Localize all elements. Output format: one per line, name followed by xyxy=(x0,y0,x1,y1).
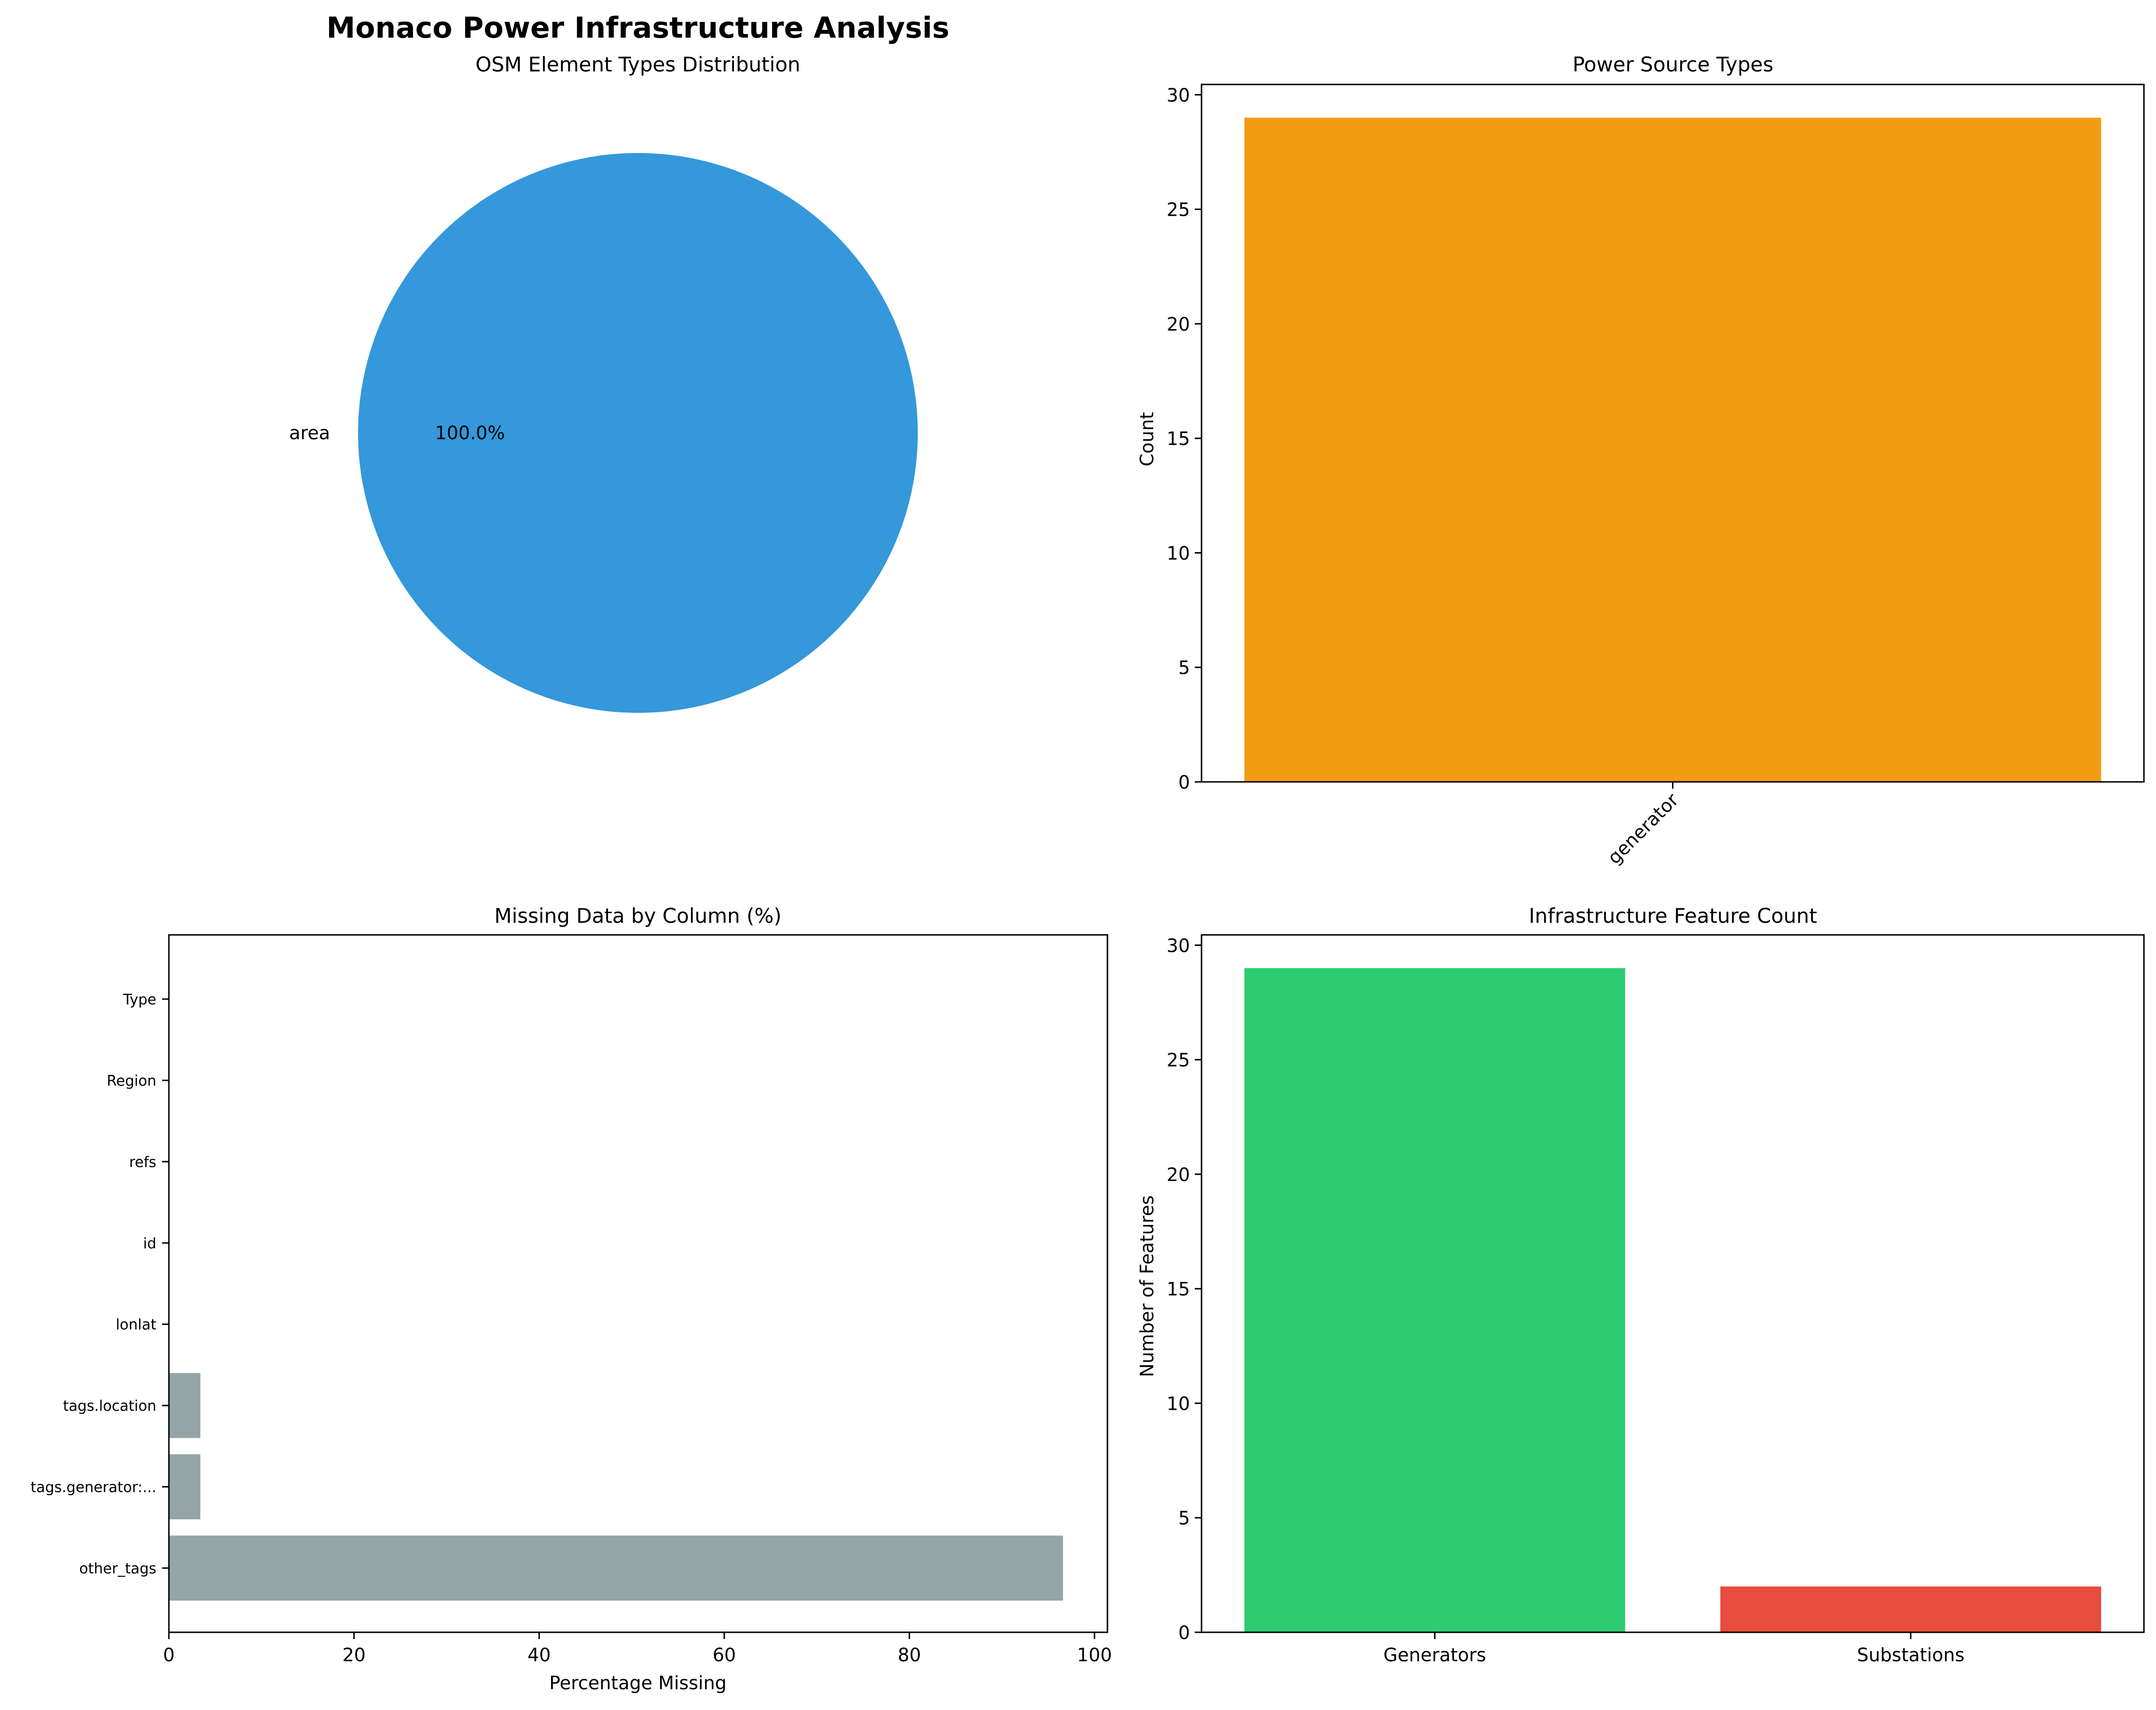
power-source-title: Power Source Types xyxy=(1573,53,1773,76)
missing-data-ytick-label: tags.generator:... xyxy=(30,1479,156,1496)
infrastructure-ytick-label: 25 xyxy=(1167,1050,1190,1071)
missing-data-ytick-label: lonlat xyxy=(116,1317,156,1334)
power-source-ytick-label: 25 xyxy=(1167,199,1190,221)
missing-data-bar-tags-generator xyxy=(169,1454,201,1519)
missing-data-xtick-label: 0 xyxy=(163,1644,175,1666)
power-source-ytick-label: 20 xyxy=(1167,314,1190,335)
infrastructure-xtick-label: Substations xyxy=(1857,1644,1964,1666)
infrastructure-ytick-label: 5 xyxy=(1178,1508,1190,1529)
missing-data-marks: 0 20 40 60 80 100 other_tags tags.generator:...… xyxy=(30,991,1112,1666)
infrastructure-axes-frame xyxy=(1201,934,2145,1633)
pie-title: OSM Element Types Distribution xyxy=(475,53,800,76)
pie-slice-area xyxy=(358,153,918,713)
missing-data-ytick-label: refs xyxy=(129,1154,156,1171)
infrastructure-ytick-label: 0 xyxy=(1178,1622,1190,1643)
power-source-ytick-label: 10 xyxy=(1167,542,1190,564)
missing-data-xtick-label: 20 xyxy=(342,1644,365,1666)
missing-data-title: Missing Data by Column (%) xyxy=(494,904,781,928)
infrastructure-panel: Infrastructure Feature Count Number of F… xyxy=(1136,904,2145,1666)
missing-data-bar-tags-location xyxy=(169,1373,201,1438)
missing-data-xtick-label: 60 xyxy=(713,1644,736,1666)
missing-data-xtick-label: 100 xyxy=(1077,1644,1112,1666)
missing-data-panel: Missing Data by Column (%) Percentage Mi… xyxy=(30,904,1112,1694)
power-source-ytick-label: 30 xyxy=(1167,84,1190,106)
infrastructure-marks: 0 5 10 15 20 25 30 Generators Substations xyxy=(1167,935,2101,1666)
missing-data-ytick-label: id xyxy=(143,1235,156,1252)
infrastructure-ylabel: Number of Features xyxy=(1136,1196,1158,1377)
infrastructure-ytick-label: 10 xyxy=(1167,1393,1190,1414)
power-source-bar-generator xyxy=(1244,117,2101,782)
power-source-ytick-label: 15 xyxy=(1167,428,1190,449)
pie-label-area: area xyxy=(289,422,330,444)
pie-panel: OSM Element Types Distribution area 100.0… xyxy=(289,53,918,713)
infrastructure-xtick-label: Generators xyxy=(1383,1644,1486,1666)
missing-data-xtick-label: 80 xyxy=(898,1644,921,1666)
pie-pct-label-area: 100.0% xyxy=(435,422,505,444)
power-source-axes-frame xyxy=(1201,83,2145,783)
infrastructure-ytick-label: 15 xyxy=(1167,1279,1190,1300)
missing-data-ytick-label: Type xyxy=(123,991,156,1008)
power-source-ytick-label: 0 xyxy=(1178,772,1190,793)
missing-data-ytick-label: tags.location xyxy=(63,1398,156,1415)
infrastructure-ytick-label: 30 xyxy=(1167,935,1190,956)
missing-data-xlabel: Percentage Missing xyxy=(549,1672,727,1694)
missing-data-xtick-label: 40 xyxy=(527,1644,551,1666)
infrastructure-title: Infrastructure Feature Count xyxy=(1529,904,1817,928)
missing-data-ytick-label: Region xyxy=(107,1072,156,1089)
figure-title: Monaco Power Infrastructure Analysis xyxy=(327,11,950,45)
missing-data-axes-frame xyxy=(168,934,1108,1633)
power-source-ylabel: Count xyxy=(1136,412,1158,467)
infrastructure-bar-generators xyxy=(1244,968,1625,1632)
pie-marks: area 100.0% xyxy=(289,153,918,713)
missing-data-bar-other-tags xyxy=(169,1535,1063,1601)
missing-data-ytick-label: other_tags xyxy=(79,1560,156,1577)
power-source-panel: Power Source Types Count 051015202530gen… xyxy=(1136,53,2145,868)
power-source-ytick-label: 5 xyxy=(1178,657,1190,679)
infrastructure-bar-substations xyxy=(1720,1586,2101,1632)
infrastructure-ytick-label: 20 xyxy=(1167,1164,1190,1185)
